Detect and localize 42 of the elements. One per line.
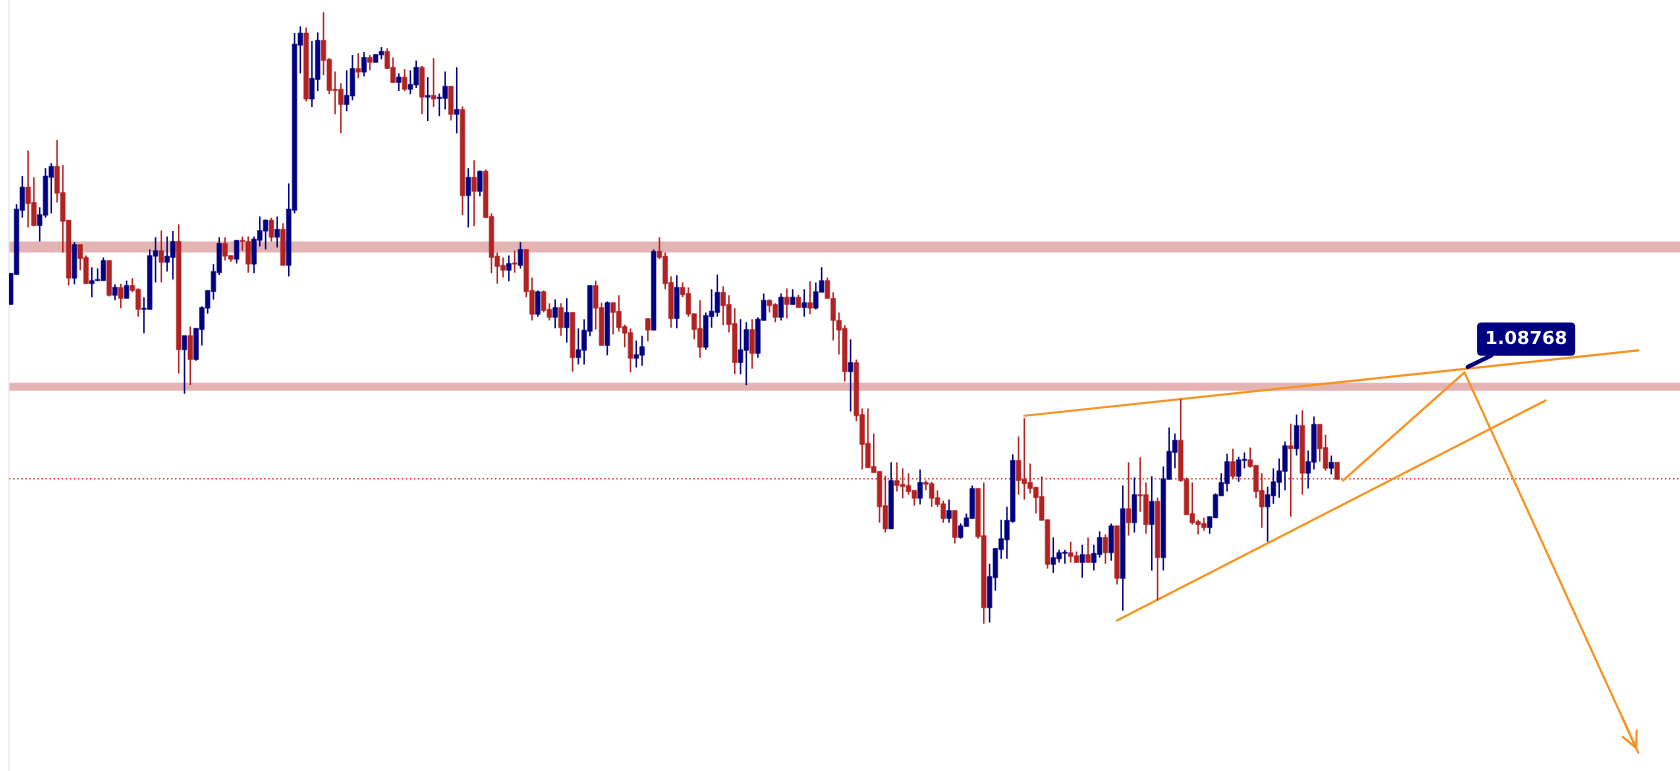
candlestick — [274, 215, 280, 249]
candlestick — [552, 298, 558, 330]
candlestick — [1288, 422, 1294, 518]
candlestick — [355, 52, 361, 80]
candlestick — [847, 338, 854, 413]
candlestick — [402, 68, 408, 92]
candlestick — [517, 241, 524, 270]
candlestick — [465, 167, 471, 229]
candlestick — [807, 280, 813, 316]
candlestick — [1085, 536, 1091, 564]
candlestick — [1079, 544, 1085, 579]
annotation: 1.08768 — [1487, 330, 1567, 345]
candlestick — [425, 76, 431, 122]
candlestick — [1328, 454, 1334, 476]
candlestick — [187, 325, 193, 386]
candlestick — [158, 229, 164, 284]
candlestick — [1102, 533, 1109, 565]
candlestick — [1293, 413, 1300, 457]
candlestick — [430, 57, 437, 108]
candlestick — [471, 159, 477, 227]
candlestick — [454, 66, 460, 135]
candlestick — [181, 334, 188, 395]
candlestick — [564, 297, 570, 344]
candlestick — [361, 51, 367, 78]
candlestick — [801, 288, 807, 318]
candlestick — [1126, 461, 1132, 537]
candlestick — [784, 287, 790, 320]
candlestick — [1230, 448, 1236, 480]
candlestick — [268, 216, 274, 243]
candlestick — [118, 282, 124, 309]
candlestick — [749, 318, 755, 370]
candlestick — [506, 254, 512, 283]
candlestick — [234, 239, 240, 265]
candlestick — [558, 302, 564, 337]
candlestick — [477, 169, 483, 198]
candlestick — [535, 289, 541, 318]
candlestick — [778, 292, 784, 322]
candlestick — [1149, 475, 1155, 572]
candlestick — [917, 468, 923, 506]
candlestick — [946, 498, 952, 524]
candlestick — [645, 317, 651, 342]
candlestick — [512, 249, 518, 274]
